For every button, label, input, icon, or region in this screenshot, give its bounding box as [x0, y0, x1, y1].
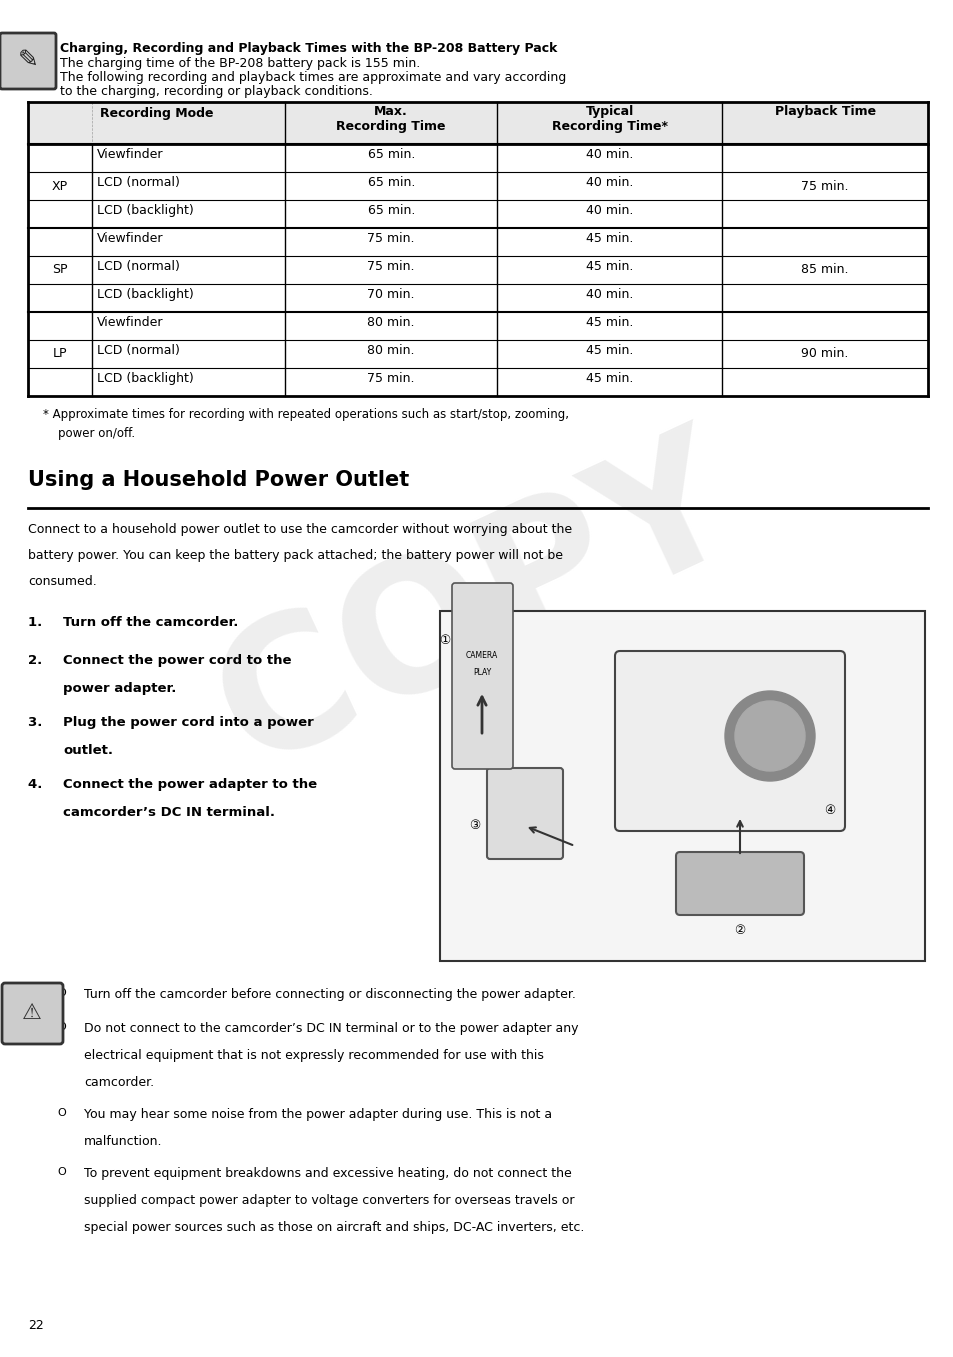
FancyBboxPatch shape — [615, 651, 844, 830]
Text: 80 min.: 80 min. — [367, 316, 415, 328]
Text: 85 min.: 85 min. — [801, 263, 848, 277]
Text: special power sources such as those on aircraft and ships, DC-AC inverters, etc.: special power sources such as those on a… — [84, 1221, 584, 1234]
Text: ②: ② — [734, 924, 745, 938]
Text: LCD (normal): LCD (normal) — [97, 176, 180, 189]
FancyBboxPatch shape — [676, 852, 803, 915]
Text: LCD (backlight): LCD (backlight) — [97, 288, 193, 301]
Text: 75 min.: 75 min. — [367, 372, 415, 385]
Text: 65 min.: 65 min. — [367, 148, 415, 161]
Text: 40 min.: 40 min. — [585, 176, 633, 189]
Text: You may hear some noise from the power adapter during use. This is not a: You may hear some noise from the power a… — [84, 1109, 552, 1121]
Text: 45 min.: 45 min. — [585, 261, 633, 273]
Text: Charging, Recording and Playback Times with the BP-208 Battery Pack: Charging, Recording and Playback Times w… — [60, 42, 557, 56]
Text: PLAY: PLAY — [473, 668, 491, 677]
Text: 75 min.: 75 min. — [367, 232, 415, 246]
FancyBboxPatch shape — [452, 584, 513, 769]
Text: 40 min.: 40 min. — [585, 204, 633, 217]
Text: 2.: 2. — [28, 654, 47, 668]
Text: Recording Mode: Recording Mode — [100, 107, 213, 119]
Text: O: O — [57, 1109, 66, 1118]
FancyBboxPatch shape — [486, 768, 562, 859]
Text: ✎: ✎ — [17, 47, 38, 72]
Text: 65 min.: 65 min. — [367, 204, 415, 217]
FancyBboxPatch shape — [2, 982, 63, 1044]
Text: The charging time of the BP-208 battery pack is 155 min.: The charging time of the BP-208 battery … — [60, 57, 420, 71]
Text: COPY: COPY — [191, 411, 762, 803]
Text: To prevent equipment breakdowns and excessive heating, do not connect the: To prevent equipment breakdowns and exce… — [84, 1167, 571, 1181]
Text: 65 min.: 65 min. — [367, 176, 415, 189]
Text: camcorder’s DC IN terminal.: camcorder’s DC IN terminal. — [63, 806, 274, 820]
Text: Do not connect to the camcorder’s DC IN terminal or to the power adapter any: Do not connect to the camcorder’s DC IN … — [84, 1022, 578, 1035]
Text: SP: SP — [52, 263, 68, 277]
Text: * Approximate times for recording with repeated operations such as start/stop, z: * Approximate times for recording with r… — [43, 408, 568, 440]
Text: 4.: 4. — [28, 778, 47, 791]
Text: 40 min.: 40 min. — [585, 148, 633, 161]
Circle shape — [734, 702, 804, 771]
Text: Connect the power adapter to the: Connect the power adapter to the — [63, 778, 316, 791]
Text: to the charging, recording or playback conditions.: to the charging, recording or playback c… — [60, 85, 373, 98]
Text: 1.: 1. — [28, 616, 47, 630]
Text: 45 min.: 45 min. — [585, 345, 633, 357]
Text: 75 min.: 75 min. — [801, 179, 848, 193]
Text: O: O — [57, 988, 66, 997]
Text: CAMERA: CAMERA — [465, 651, 497, 660]
Text: LCD (normal): LCD (normal) — [97, 261, 180, 273]
Text: Viewfinder: Viewfinder — [97, 316, 164, 328]
Text: 40 min.: 40 min. — [585, 288, 633, 301]
Text: 45 min.: 45 min. — [585, 316, 633, 328]
Text: power adapter.: power adapter. — [63, 683, 176, 695]
Text: supplied compact power adapter to voltage converters for overseas travels or: supplied compact power adapter to voltag… — [84, 1194, 574, 1206]
Bar — [28, 102, 927, 144]
Text: malfunction.: malfunction. — [84, 1134, 162, 1148]
Text: 45 min.: 45 min. — [585, 232, 633, 246]
Text: electrical equipment that is not expressly recommended for use with this: electrical equipment that is not express… — [84, 1049, 543, 1063]
Text: 90 min.: 90 min. — [801, 347, 848, 361]
Text: Playback Time: Playback Time — [774, 104, 875, 118]
Text: Plug the power cord into a power: Plug the power cord into a power — [63, 716, 314, 729]
Text: LCD (backlight): LCD (backlight) — [97, 204, 193, 217]
Text: outlet.: outlet. — [63, 744, 112, 757]
Text: Max.
Recording Time: Max. Recording Time — [336, 104, 445, 133]
Circle shape — [724, 691, 814, 782]
Text: O: O — [57, 1167, 66, 1177]
Text: ③: ③ — [469, 820, 480, 832]
Text: Viewfinder: Viewfinder — [97, 232, 164, 246]
Text: consumed.: consumed. — [28, 575, 96, 588]
Text: O: O — [57, 1022, 66, 1033]
Text: LCD (backlight): LCD (backlight) — [97, 372, 193, 385]
Text: 3.: 3. — [28, 716, 47, 729]
Bar — [439, 611, 924, 961]
Text: LCD (normal): LCD (normal) — [97, 345, 180, 357]
Text: Connect to a household power outlet to use the camcorder without worrying about : Connect to a household power outlet to u… — [28, 522, 572, 536]
Text: 70 min.: 70 min. — [367, 288, 415, 301]
FancyBboxPatch shape — [0, 33, 56, 90]
Text: 75 min.: 75 min. — [367, 261, 415, 273]
Text: Typical
Recording Time*: Typical Recording Time* — [551, 104, 667, 133]
Text: 22: 22 — [28, 1319, 44, 1333]
Text: ①: ① — [439, 635, 450, 647]
Text: Turn off the camcorder.: Turn off the camcorder. — [63, 616, 238, 630]
Text: camcorder.: camcorder. — [84, 1076, 154, 1090]
Text: Using a Household Power Outlet: Using a Household Power Outlet — [28, 470, 409, 490]
Text: 80 min.: 80 min. — [367, 345, 415, 357]
Text: The following recording and playback times are approximate and vary according: The following recording and playback tim… — [60, 71, 566, 84]
Text: ⚠: ⚠ — [22, 1003, 42, 1023]
Text: LP: LP — [52, 347, 68, 361]
Text: Viewfinder: Viewfinder — [97, 148, 164, 161]
Text: battery power. You can keep the battery pack attached; the battery power will no: battery power. You can keep the battery … — [28, 550, 562, 562]
Text: 45 min.: 45 min. — [585, 372, 633, 385]
Text: XP: XP — [52, 179, 68, 193]
Text: ④: ④ — [823, 805, 835, 817]
Text: Turn off the camcorder before connecting or disconnecting the power adapter.: Turn off the camcorder before connecting… — [84, 988, 576, 1001]
Text: Connect the power cord to the: Connect the power cord to the — [63, 654, 292, 668]
